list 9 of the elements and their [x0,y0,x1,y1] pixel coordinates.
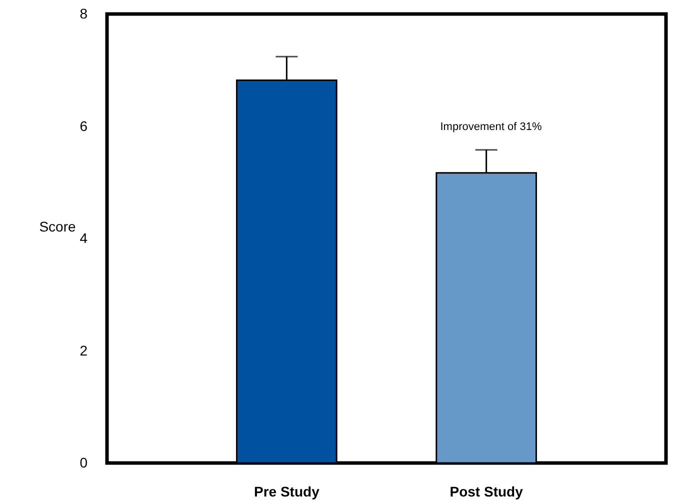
x-tick-label: Post Study [450,484,524,500]
y-tick-label: 2 [80,342,88,358]
y-tick-label: 8 [80,6,88,22]
y-axis-title: Score [39,218,76,234]
y-tick-label: 0 [80,454,88,470]
y-tick-label: 4 [80,230,88,246]
annotation: Improvement of 31% [440,121,542,133]
x-tick-label: Pre Study [254,484,320,500]
y-tick-label: 6 [80,118,88,134]
